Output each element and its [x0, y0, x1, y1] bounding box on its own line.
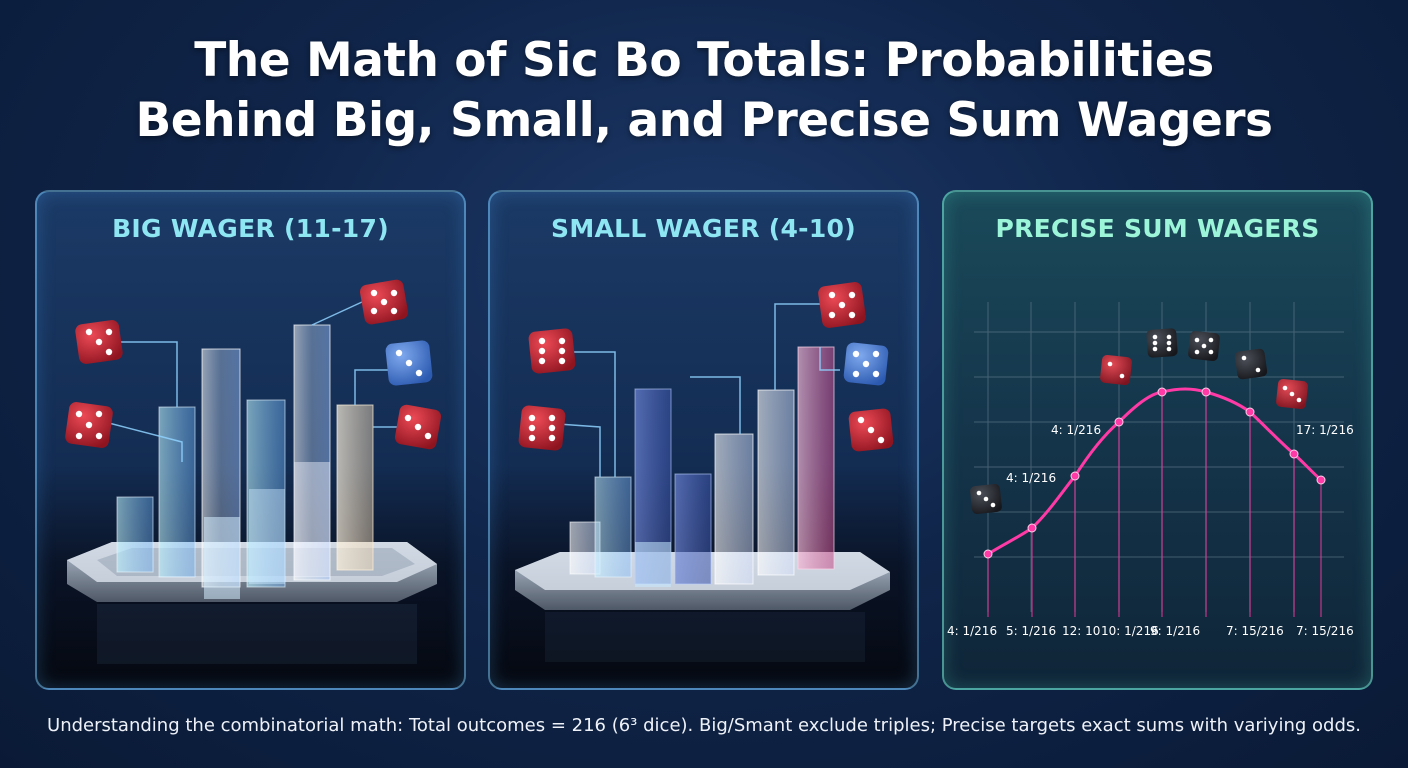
point-label-3: 17: 1/216: [1296, 423, 1354, 437]
point-label-1: 4: 1/216: [1051, 423, 1101, 437]
page-title-line-1: The Math of Sic Bo Totals: Probabilities: [194, 33, 1214, 88]
big-wager-heading: BIG WAGER (11-17): [112, 214, 389, 243]
big-bars: [116, 324, 374, 599]
big-wager-panel: BIG WAGER (11-17): [35, 190, 466, 690]
precise-sum-panel: PRECISE SUM WAGERS: [942, 190, 1373, 690]
point-label-2: 4: 1/216: [1006, 471, 1056, 485]
small-wager-heading: SMALL WAGER (4-10): [551, 214, 856, 243]
axis-label-7: 7: 15/216: [1296, 624, 1354, 638]
page-title-line-2: Behind Big, Small, and Precise Sum Wager…: [135, 93, 1273, 148]
axis-label-6: 7: 15/216: [1226, 624, 1284, 638]
small-dice: [518, 282, 894, 452]
big-dice: [65, 279, 442, 450]
axis-label-3: 12: 10: [1062, 624, 1100, 638]
footer-caption: Understanding the combinatorial math: To…: [47, 715, 1361, 736]
curve-points: [983, 387, 1326, 559]
small-wager-illustration: [515, 282, 894, 662]
precise-dice: [970, 328, 1308, 514]
axis-label-1: 4: 1/216: [947, 624, 997, 638]
precise-sum-heading: PRECISE SUM WAGERS: [995, 214, 1320, 243]
axis-label-4: 10: 1/216: [1101, 624, 1159, 638]
precise-sum-chart: 4: 1/216 4: 1/216 17: 1/216 4: 1/216 5: …: [947, 302, 1354, 638]
big-wager-illustration: [65, 279, 442, 664]
axis-label-2: 5: 1/216: [1006, 624, 1056, 638]
axis-label-5: 9: 1/216: [1150, 624, 1200, 638]
small-bars: [569, 346, 835, 587]
small-wager-panel: SMALL WAGER (4-10): [488, 190, 919, 690]
